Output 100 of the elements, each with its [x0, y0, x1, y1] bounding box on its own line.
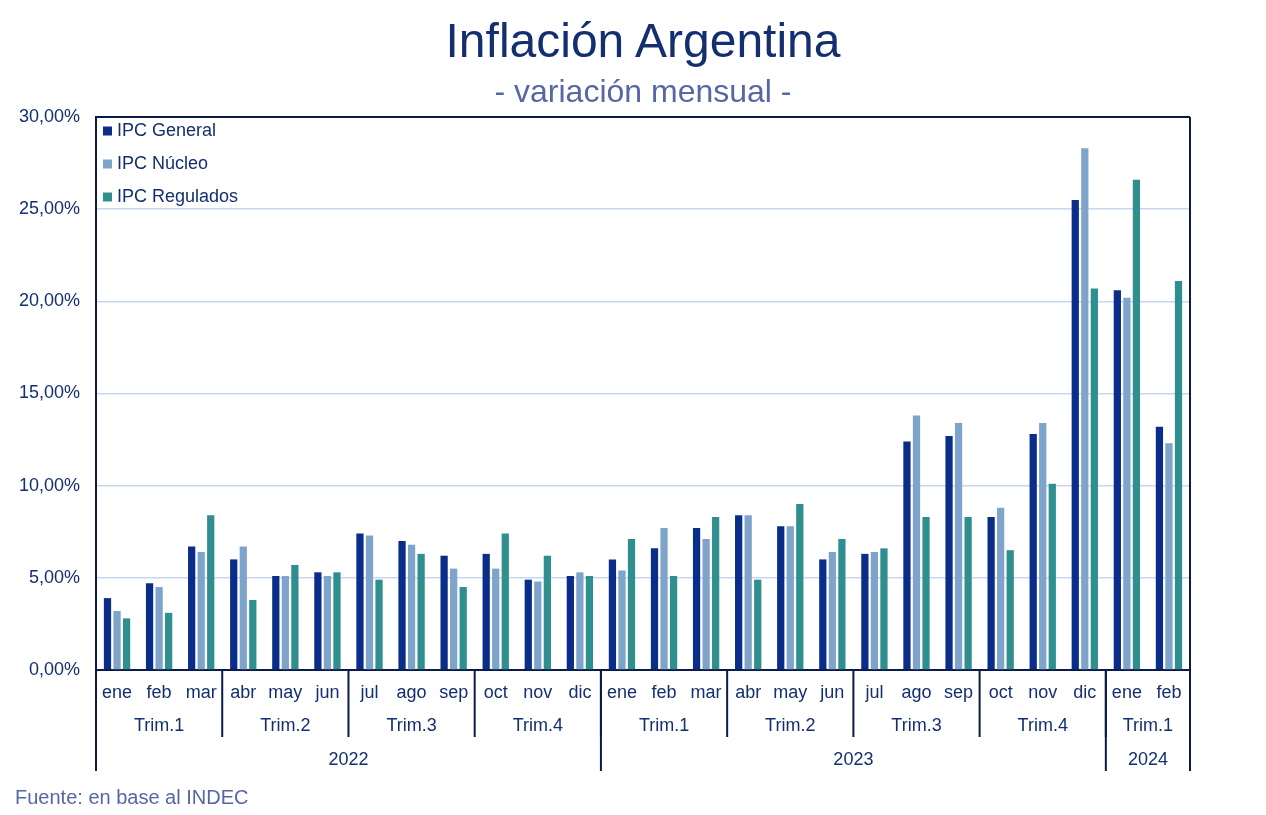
bar	[964, 517, 972, 670]
bar	[1071, 199, 1079, 670]
x-tick-label: may	[773, 681, 808, 702]
bar	[375, 579, 383, 670]
bar	[1113, 290, 1121, 670]
bar	[912, 415, 921, 670]
y-tick-label: 0,00%	[28, 658, 80, 679]
text: 2022	[328, 748, 369, 769]
bar	[712, 517, 720, 670]
bar	[103, 598, 112, 670]
x-tick-label: ago	[396, 681, 427, 702]
bar	[650, 548, 659, 670]
bar	[669, 575, 678, 670]
bar	[534, 581, 542, 670]
source-note: Fuente: en base al INDEC	[15, 785, 249, 808]
bar	[692, 528, 701, 670]
bar	[702, 539, 710, 670]
x-tick-label: dic	[1073, 681, 1097, 702]
bar	[398, 540, 406, 670]
text: Trim.3	[891, 714, 942, 735]
chart-title: Inflación Argentina	[445, 14, 841, 68]
bar	[1006, 550, 1014, 670]
bar	[828, 552, 836, 670]
text: Trim.3	[386, 714, 437, 735]
bar	[618, 570, 626, 670]
bar	[459, 587, 467, 670]
text: Trim.4	[512, 714, 563, 735]
y-tick-label: 30,00%	[18, 105, 80, 126]
legend-label: IPC Regulados	[117, 185, 239, 206]
x-tick-label: mar	[185, 681, 217, 702]
bar	[524, 579, 532, 670]
bar	[744, 515, 752, 670]
x-tick-label: mar	[690, 681, 722, 702]
bar	[1165, 443, 1173, 670]
bar	[987, 517, 995, 670]
bar	[272, 575, 280, 670]
bar	[838, 539, 846, 670]
text: Trim.1	[133, 714, 185, 735]
bar	[356, 533, 364, 670]
bar	[197, 552, 205, 670]
text: Trim.2	[765, 714, 816, 735]
bar	[291, 564, 299, 670]
bar	[314, 572, 322, 670]
bar	[861, 553, 869, 670]
bar	[323, 575, 332, 670]
x-tick-label: oct	[988, 681, 1013, 702]
bar	[903, 441, 911, 670]
bar	[239, 546, 247, 670]
text: 2023	[833, 748, 874, 769]
bar	[796, 504, 804, 670]
bar	[922, 517, 930, 670]
bar	[585, 575, 594, 670]
bar	[786, 526, 794, 670]
x-tick-label: oct	[483, 681, 508, 702]
x-tick-label: jul	[359, 681, 379, 702]
bar	[207, 515, 215, 670]
x-tick-label: nov	[1028, 681, 1058, 702]
x-tick-label: feb	[146, 681, 172, 702]
bar	[660, 528, 668, 670]
bar	[880, 548, 888, 670]
x-tick-label: feb	[1156, 681, 1182, 702]
bar	[1039, 422, 1047, 670]
bar	[501, 533, 509, 670]
bar	[165, 612, 173, 670]
bar	[945, 435, 953, 670]
y-tick-label: 15,00%	[18, 382, 80, 403]
bar	[482, 553, 490, 670]
bar	[754, 579, 762, 670]
bar	[407, 544, 416, 670]
y-tick-label: 10,00%	[18, 474, 80, 495]
x-tick-label: feb	[651, 681, 677, 702]
bar	[450, 568, 458, 670]
bar	[1155, 426, 1164, 670]
bar	[230, 559, 238, 670]
x-tick-label: abr	[230, 681, 257, 702]
bar	[417, 553, 425, 670]
x-tick-label: sep	[439, 681, 469, 702]
bar	[1081, 148, 1089, 670]
text: Trim.2	[260, 714, 311, 735]
bar	[1123, 297, 1131, 670]
bar	[1174, 281, 1183, 670]
bar	[1090, 288, 1098, 670]
bar	[188, 546, 196, 670]
x-tick-label: jul	[864, 681, 884, 702]
bar	[735, 515, 743, 670]
bar	[249, 599, 257, 670]
chart-subtitle: - variación mensual -	[494, 72, 792, 109]
bar	[819, 559, 827, 670]
bar	[1132, 179, 1141, 670]
bar	[113, 611, 121, 670]
bar	[492, 568, 500, 670]
bar	[870, 552, 879, 670]
bar	[608, 559, 617, 670]
x-tick-label: jun	[314, 681, 340, 702]
x-tick-label: ene	[1111, 681, 1142, 702]
legend-label: IPC Núcleo	[117, 152, 209, 173]
legend-label: IPC General	[117, 119, 217, 140]
text: Trim.1	[638, 714, 690, 735]
bar	[365, 535, 374, 670]
bar	[1029, 434, 1037, 670]
